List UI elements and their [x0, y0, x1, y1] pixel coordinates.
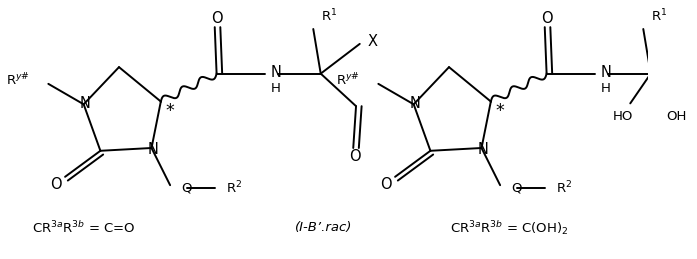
- Text: R$^2$: R$^2$: [556, 180, 572, 196]
- Text: N: N: [410, 96, 421, 111]
- Text: CR$^{3a}$R$^{3b}$ = C(OH)$_2$: CR$^{3a}$R$^{3b}$ = C(OH)$_2$: [450, 219, 569, 237]
- Text: *: *: [496, 102, 505, 120]
- Text: OH: OH: [666, 110, 687, 123]
- Text: N: N: [601, 65, 611, 80]
- Text: HO: HO: [613, 110, 633, 123]
- Text: (I-B’.rac): (I-B’.rac): [295, 221, 352, 234]
- Text: O: O: [210, 11, 222, 26]
- Text: O: O: [50, 177, 61, 192]
- Text: R$^1$: R$^1$: [321, 8, 337, 24]
- Text: O: O: [380, 177, 392, 192]
- Text: R$^{y\#}$: R$^{y\#}$: [6, 72, 30, 88]
- Text: O: O: [541, 11, 553, 26]
- Text: Q: Q: [181, 182, 192, 195]
- Text: N: N: [80, 96, 91, 111]
- Text: Q: Q: [512, 182, 522, 195]
- Text: N: N: [270, 65, 282, 80]
- Text: X: X: [367, 34, 377, 49]
- Text: R$^{y\#}$: R$^{y\#}$: [336, 72, 360, 88]
- Text: CR$^{3a}$R$^{3b}$ = C=O: CR$^{3a}$R$^{3b}$ = C=O: [32, 220, 135, 236]
- Text: H: H: [270, 82, 280, 95]
- Text: *: *: [166, 102, 174, 120]
- Text: N: N: [478, 142, 489, 157]
- Text: N: N: [148, 142, 159, 157]
- Text: R$^1$: R$^1$: [651, 8, 667, 24]
- Text: R$^2$: R$^2$: [226, 180, 242, 196]
- Text: O: O: [349, 149, 361, 164]
- Text: H: H: [601, 82, 611, 95]
